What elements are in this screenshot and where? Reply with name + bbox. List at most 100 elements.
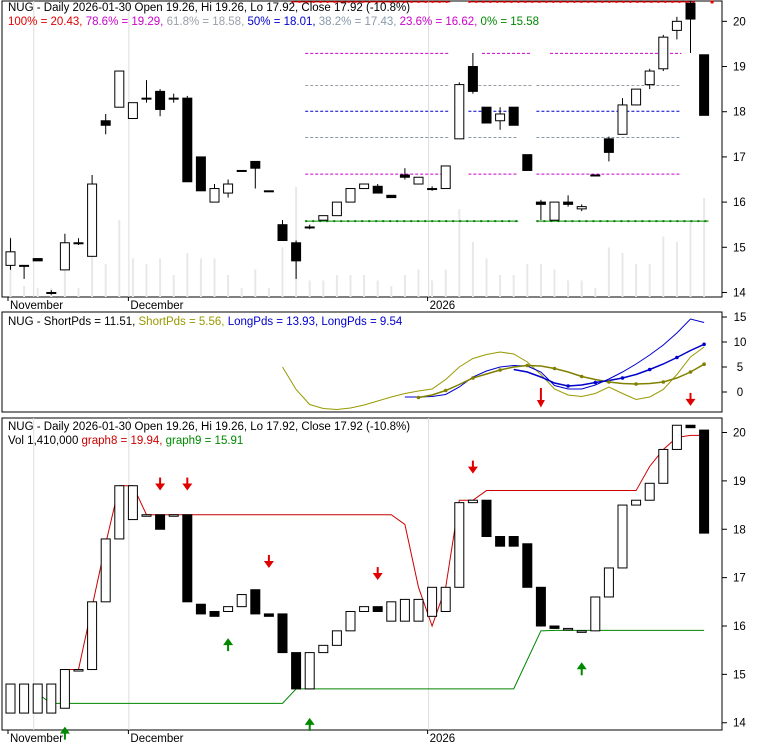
shortpds-dot: [416, 395, 421, 400]
panel3-y-tick-label: 19: [733, 476, 746, 488]
panel3-y-tick-label: 20: [733, 428, 746, 440]
candle-up: [223, 606, 234, 612]
panel3-x-label: November: [10, 733, 63, 745]
candle-up: [263, 190, 274, 193]
volume-bar: [308, 280, 311, 297]
candle-up: [617, 104, 628, 135]
volume-bar: [213, 258, 216, 297]
shortpds-dot: [471, 376, 475, 380]
volume-bar: [118, 220, 121, 297]
panel3-x-label: 2026: [430, 733, 456, 745]
volume-bar: [281, 247, 284, 297]
candle-up: [631, 88, 642, 106]
candle-down: [522, 154, 533, 171]
candle-down: [372, 606, 383, 612]
panel1-gridlines: [33, 1, 430, 297]
volume-bar: [240, 288, 243, 297]
volume-bar: [91, 253, 94, 297]
candle-up: [454, 502, 465, 588]
candle-down: [263, 613, 274, 617]
candle-down: [277, 613, 288, 654]
volume-bar: [186, 253, 189, 297]
candle-up: [141, 97, 152, 100]
volume-bar: [621, 253, 624, 297]
down-arrow-head: [263, 560, 274, 568]
candle-up: [32, 683, 43, 714]
shortpds-dot: [688, 370, 693, 374]
fib-end-marker: [710, 0, 714, 4]
legend-item: 0% = 15.58: [477, 16, 539, 28]
candle-up: [5, 683, 16, 714]
panel3-gridlines: [33, 418, 430, 730]
candle-up: [59, 242, 70, 271]
candle-down: [563, 201, 574, 205]
candle-up: [590, 174, 601, 177]
candle-up: [114, 70, 125, 108]
volume-bar: [567, 280, 570, 297]
panel3-y-tick-label: 15: [733, 669, 746, 681]
shortpds-dot: [702, 362, 706, 367]
candle-down: [522, 543, 533, 588]
candle-up: [386, 601, 397, 622]
volume-bar: [77, 288, 80, 297]
candle-up: [127, 485, 138, 521]
candle-up: [603, 567, 614, 598]
volume-bar: [512, 275, 515, 297]
candle-up: [168, 514, 179, 517]
longpds-dot: [620, 376, 625, 380]
legend-item: 50% = 18.01,: [244, 16, 315, 28]
legend-item: graph9 = 15.91: [162, 435, 243, 447]
candle-up: [359, 183, 370, 190]
down-arrow-head: [685, 398, 696, 406]
volume-bar: [36, 288, 39, 297]
volume-bar: [635, 264, 638, 297]
volume-bar: [159, 258, 162, 297]
volume-bar: [390, 286, 393, 297]
shortpds-dot: [443, 388, 448, 393]
legend-item: Vol 1,410,000: [8, 435, 78, 447]
candle-down: [685, 424, 696, 429]
shortpds-dot: [552, 366, 557, 371]
candle-up: [427, 586, 438, 617]
candle-down: [549, 625, 560, 629]
candle-down: [100, 120, 111, 126]
legend-item: ShortPds = 5.56,: [135, 316, 224, 328]
candle-down: [182, 97, 193, 183]
candle-up: [114, 485, 125, 540]
panel1-x-label: December: [130, 300, 183, 312]
panel1-legend-title: NUG - Daily 2026-01-30 Open 19.26, Hi 19…: [8, 2, 410, 14]
candle-up: [658, 36, 669, 70]
candle-down: [195, 603, 206, 615]
panel1-y-tick-label: 15: [733, 242, 746, 254]
panel2-y-tick-label: 10: [734, 337, 747, 349]
volume-bar: [145, 264, 148, 297]
candle-down: [155, 514, 166, 530]
panel1-candles: [5, 1, 710, 295]
legend-item: LongPds = 13.93,: [225, 316, 319, 328]
candle-up: [331, 630, 342, 646]
volume-bar: [131, 258, 134, 297]
volume-bar: [322, 280, 325, 297]
down-arrow-head: [372, 573, 383, 581]
shortpds-dot: [634, 382, 638, 386]
candle-up: [59, 669, 70, 709]
candle-down: [481, 499, 492, 538]
legend-item: 78.6% = 19.29,: [83, 16, 164, 28]
panel1-x-label: November: [10, 300, 63, 312]
panel1-y-tick-label: 14: [733, 287, 746, 299]
candle-down: [399, 174, 410, 178]
candle-down: [291, 652, 302, 690]
legend-item: LongPds = 9.54: [318, 316, 403, 328]
candle-up: [427, 188, 438, 191]
panel3-y-tick-label: 18: [733, 524, 746, 536]
panel3-candles: [5, 424, 710, 714]
volume-bar: [703, 198, 706, 297]
candle-up: [19, 683, 30, 714]
volume-bar: [23, 286, 26, 297]
volume-bar: [458, 209, 461, 297]
candle-up: [399, 598, 410, 622]
volume-bar: [172, 275, 175, 297]
panel3-x-label: December: [130, 733, 183, 745]
candle-up: [331, 201, 342, 217]
candle-down: [291, 242, 302, 262]
